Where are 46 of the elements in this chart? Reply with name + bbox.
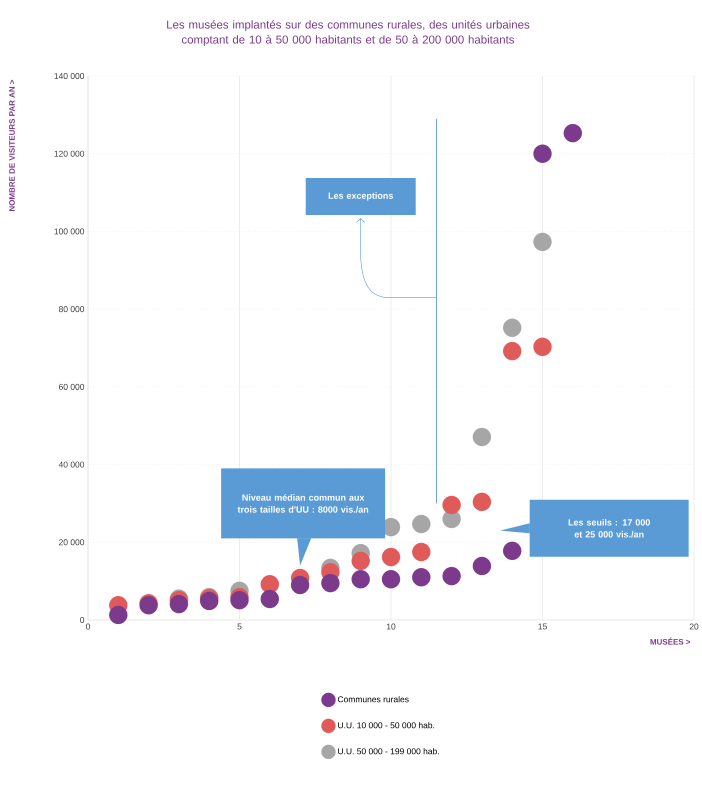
chart-title: Les musées implantés sur des communes rurales, des unités urbaines comptant de 10 à 50 000 habitants et de 50 à 200 000 habitants <box>167 20 530 46</box>
point <box>412 542 430 562</box>
point <box>442 496 461 514</box>
annotation: Les exceptions <box>328 192 393 201</box>
point <box>502 318 522 337</box>
y-tick-label: 100 000 <box>54 228 84 234</box>
y-tick-label: 80 000 <box>58 306 84 312</box>
point <box>533 232 552 252</box>
point <box>351 552 370 570</box>
point <box>472 492 492 512</box>
x-tick-label: 10 <box>386 624 396 630</box>
y-tick-label: 60 000 <box>59 384 84 390</box>
point <box>472 556 492 576</box>
annotation: Niveau médian commun aux trois tailles d'UU : 8000 vis./an <box>238 494 368 513</box>
point <box>502 342 522 360</box>
y-tick-label: 40 000 <box>58 462 84 468</box>
point <box>382 548 400 566</box>
y-tick-label: 120 000 <box>54 150 84 157</box>
point <box>382 570 400 588</box>
legend-label: Communes rurales <box>338 696 409 702</box>
x-tick-label: 0 <box>86 624 90 630</box>
x-tick-label: 5 <box>237 624 242 630</box>
x-tick-label: 15 <box>538 624 547 630</box>
point <box>109 606 128 624</box>
point <box>502 542 522 560</box>
legend-label: U.U. 10 000 - 50 000 hab. <box>338 722 434 728</box>
point <box>533 338 552 356</box>
x-tick-label: 20 <box>690 624 698 630</box>
point <box>260 590 279 608</box>
point <box>170 594 188 614</box>
y-tick-label: 0 <box>80 617 84 623</box>
point <box>230 590 249 610</box>
point <box>442 566 461 586</box>
point <box>564 124 582 142</box>
point <box>412 568 430 586</box>
point <box>412 514 430 534</box>
point <box>533 144 552 163</box>
point <box>472 428 492 446</box>
y-tick-label: 140 000 <box>54 72 84 79</box>
y-tick-label: 20 000 <box>58 539 84 546</box>
point <box>351 570 370 588</box>
point <box>290 576 310 594</box>
point <box>200 592 218 610</box>
annotation: Les seuils : 17 000 et 25 000 vis./an <box>568 518 650 538</box>
legend-label: U.U. 50 000 - 199 000 hab. <box>338 748 439 754</box>
point <box>321 574 340 592</box>
